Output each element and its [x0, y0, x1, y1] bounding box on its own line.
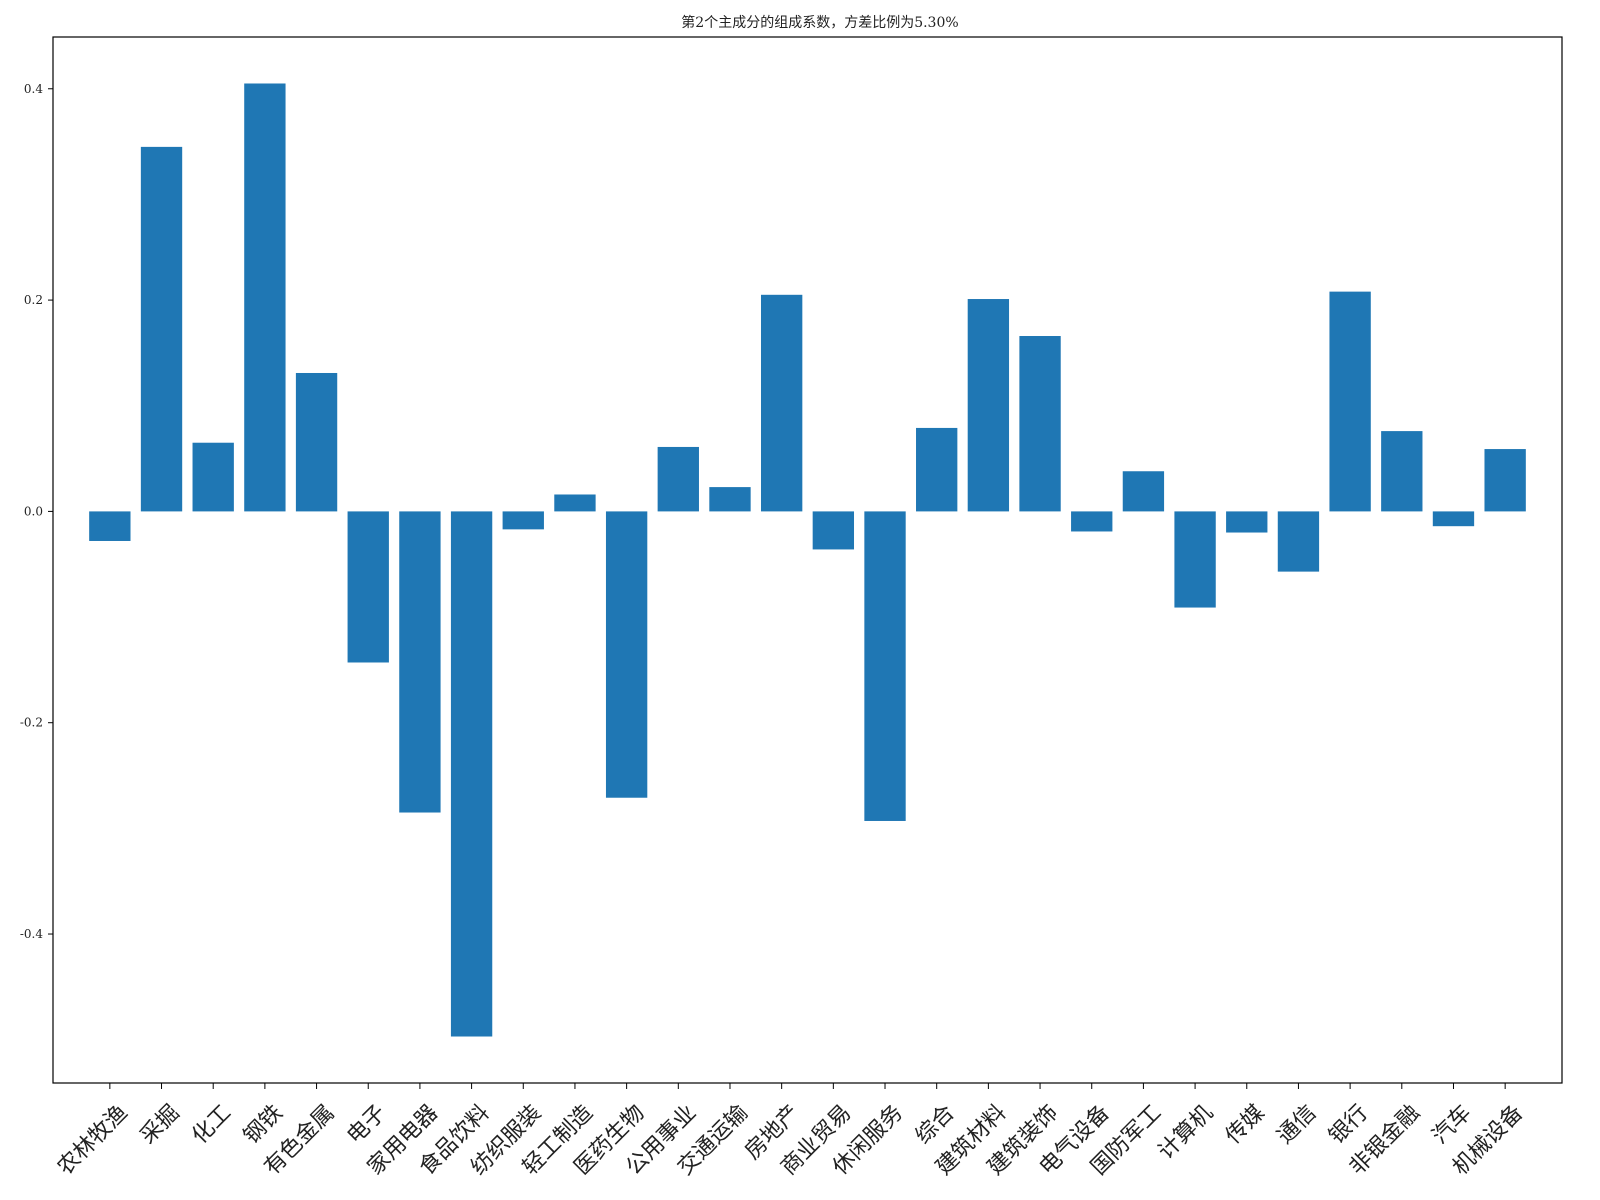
bars-layer [89, 83, 1526, 1037]
ytick-label: 0.4 [24, 82, 43, 96]
bar-1 [89, 511, 131, 541]
bar-8 [450, 511, 493, 1037]
bar-9 [502, 511, 544, 530]
bar-11 [605, 511, 648, 798]
bar-18 [967, 299, 1010, 512]
ytick-label: 0.0 [24, 504, 43, 518]
xtick-label: 采掘 [136, 1100, 185, 1149]
bar-12 [657, 446, 699, 512]
bar-27 [1432, 511, 1475, 527]
bar-28 [1484, 449, 1526, 512]
xtick-label: 通信 [1273, 1100, 1322, 1149]
ytick-label: -0.2 [20, 716, 43, 730]
bar-25 [1329, 291, 1371, 512]
bar-17 [916, 427, 958, 512]
bar-20 [1071, 511, 1113, 532]
xtick-label: 化工 [187, 1100, 236, 1149]
bar-6 [347, 511, 389, 663]
ytick-label: -0.4 [20, 927, 44, 941]
bar-15 [812, 511, 855, 550]
bar-5 [295, 372, 338, 512]
y-axis: -0.4 -0.2 0.0 0.2 0.4 [20, 82, 53, 941]
bar-23 [1226, 511, 1268, 533]
bar-2 [140, 146, 183, 512]
chart-title: 第2个主成分的组成系数，方差比例为5.30% [681, 14, 958, 31]
bar-22 [1174, 511, 1216, 608]
xtick-label: 传媒 [1221, 1100, 1270, 1149]
xtick-label: 农林牧渔 [53, 1100, 133, 1180]
bar-16 [864, 511, 906, 821]
bar-4 [244, 83, 286, 512]
bar-24 [1277, 511, 1320, 572]
xtick-label: 计算机 [1154, 1100, 1218, 1164]
axes-frame [52, 36, 1563, 1084]
ytick-label: 0.2 [24, 293, 43, 307]
bar-14 [760, 294, 803, 512]
bar-7 [399, 511, 441, 813]
bar-26 [1381, 431, 1423, 512]
bar-10 [554, 494, 596, 512]
bar-21 [1122, 471, 1165, 512]
bar-19 [1019, 336, 1061, 512]
bar-13 [709, 487, 751, 512]
bar-3 [192, 442, 234, 512]
